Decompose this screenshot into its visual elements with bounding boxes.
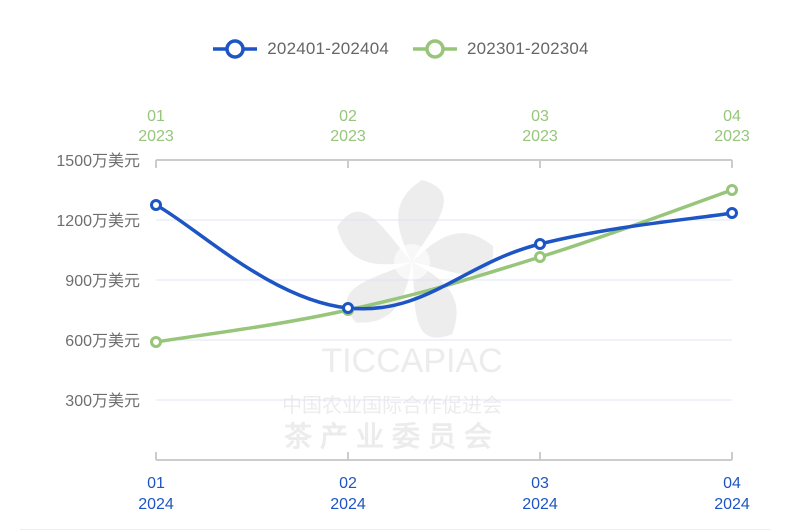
- y-axis-label: 600万美元: [65, 332, 140, 350]
- legend-line-circle-icon: [213, 39, 258, 59]
- watermark-leaf-logo-icon: [337, 180, 494, 338]
- bottom-divider: [20, 529, 770, 530]
- legend-item-2023[interactable]: 202301-202304: [411, 38, 589, 60]
- x-axis-year-label: 2023: [330, 128, 366, 145]
- x-axis-month-label: 04: [723, 108, 741, 125]
- x-axis-month-label: 01: [147, 108, 165, 125]
- x-axis-month-label: 02: [339, 108, 357, 125]
- y-axis-label: 1200万美元: [56, 212, 140, 230]
- x-axis-year-label: 2023: [714, 128, 750, 145]
- data-point-marker[interactable]: [150, 336, 162, 348]
- data-point-marker[interactable]: [534, 238, 546, 250]
- x-axis-year-label: 2023: [138, 128, 174, 145]
- data-point-marker[interactable]: [726, 184, 738, 196]
- data-point-marker[interactable]: [342, 302, 354, 314]
- x-axis-month-label: 01: [147, 475, 165, 492]
- y-axis-label: 900万美元: [65, 272, 140, 290]
- legend-label: 202301-202304: [467, 39, 589, 58]
- x-axis-month-label: 03: [531, 475, 549, 492]
- series-line: [154, 203, 734, 311]
- watermark-org-name: 中国农业国际合作促进会: [282, 393, 502, 417]
- x-axis-month-label: 02: [339, 475, 357, 492]
- y-axis-label: 300万美元: [65, 392, 140, 410]
- axes: 300万美元 600万美元 900万美元 1200万美元 1500万美元 01 2024 02…: [56, 108, 750, 513]
- x-axis-year-label: 2024: [138, 496, 174, 513]
- x-axis-year-label: 2024: [714, 496, 750, 513]
- legend-label: 202401-202404: [267, 39, 389, 58]
- series-lines: [150, 184, 738, 348]
- x-axis-year-label: 2024: [522, 496, 558, 513]
- legend: 202401-202404 202301-202304: [0, 38, 800, 60]
- legend-line-circle-icon: [413, 39, 457, 59]
- grid-lines: [156, 219, 732, 401]
- y-axis-label: 1500万美元: [56, 152, 140, 170]
- data-point-marker[interactable]: [726, 207, 738, 219]
- data-point-marker[interactable]: [150, 199, 162, 211]
- x-axis-month-label: 03: [531, 108, 549, 125]
- data-point-marker[interactable]: [534, 251, 546, 263]
- x-axis-year-label: 2023: [522, 128, 558, 145]
- x-axis-month-label: 04: [723, 475, 741, 492]
- x-axis-year-label: 2024: [330, 496, 366, 513]
- watermark-committee-name: 茶产业委员会: [284, 420, 500, 453]
- watermark-brand: TICCAPIAC: [321, 342, 502, 380]
- legend-item-2024[interactable]: 202401-202404: [211, 38, 389, 60]
